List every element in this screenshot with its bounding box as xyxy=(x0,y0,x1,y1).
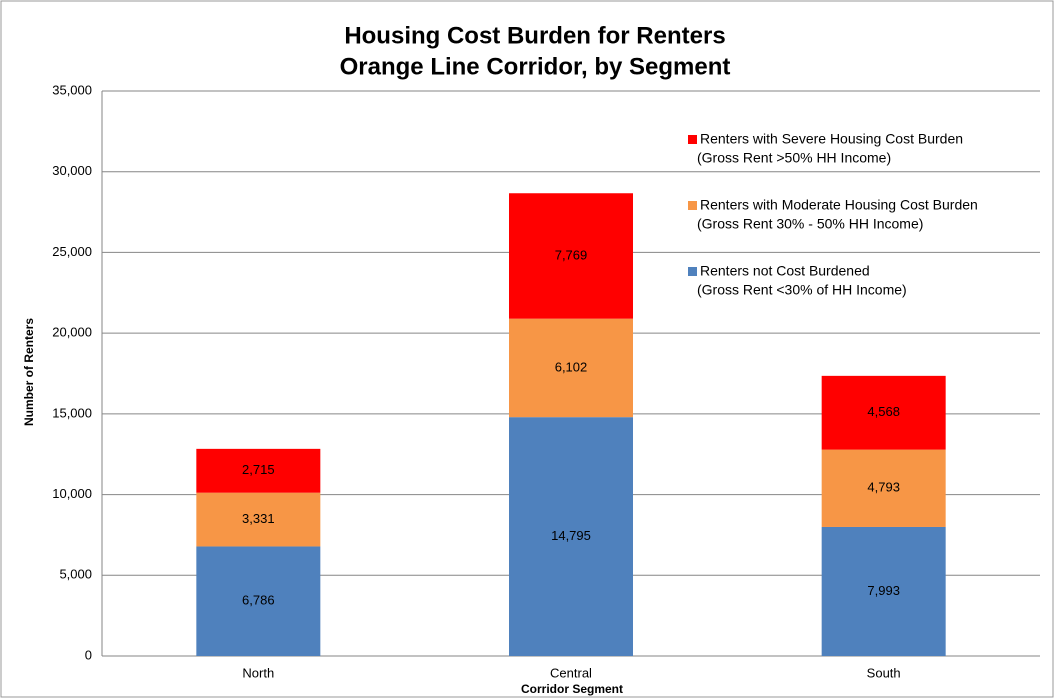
data-label: 3,331 xyxy=(242,511,275,526)
legend-note: (Gross Rent <30% of HH Income) xyxy=(697,282,907,298)
data-label: 6,786 xyxy=(242,593,275,608)
legend-label: Renters not Cost Burdened xyxy=(700,263,870,279)
data-label: 7,769 xyxy=(555,247,588,262)
legend-label: Renters with Moderate Housing Cost Burde… xyxy=(700,197,978,213)
x-tick-label: Central xyxy=(550,665,592,680)
bar-segment xyxy=(821,375,946,450)
x-tick-label: South xyxy=(867,665,901,680)
y-tick-label: 30,000 xyxy=(52,163,92,178)
data-label: 2,715 xyxy=(242,462,275,477)
bar-segment xyxy=(196,492,321,547)
x-axis-title: Corridor Segment xyxy=(521,682,623,696)
bar-segment xyxy=(509,193,633,319)
legend-swatch xyxy=(688,267,697,276)
data-label: 14,795 xyxy=(551,528,591,543)
y-tick-label: 35,000 xyxy=(52,82,92,97)
data-label: 6,102 xyxy=(555,359,588,374)
bar-segment xyxy=(821,449,946,527)
y-tick-label: 25,000 xyxy=(52,244,92,259)
bar-segment xyxy=(509,417,633,656)
y-axis-title: Number of Renters xyxy=(22,318,36,426)
bar-segment xyxy=(196,448,321,493)
legend-note: (Gross Rent >50% HH Income) xyxy=(697,150,891,166)
y-tick-label: 20,000 xyxy=(52,325,92,340)
chart-subtitle: Orange Line Corridor, by Segment xyxy=(340,53,731,80)
data-label: 4,568 xyxy=(867,404,900,419)
x-tick-label: North xyxy=(242,665,274,680)
data-label: 4,793 xyxy=(867,480,900,495)
bar-segment xyxy=(196,546,321,656)
legend-label: Renters with Severe Housing Cost Burden xyxy=(700,131,963,147)
legend-swatch xyxy=(688,201,697,210)
legend-note: (Gross Rent 30% - 50% HH Income) xyxy=(697,216,923,232)
y-tick-label: 0 xyxy=(85,647,92,662)
y-tick-label: 5,000 xyxy=(59,567,92,582)
chart-title: Housing Cost Burden for Renters xyxy=(344,22,725,49)
y-tick-label: 10,000 xyxy=(52,486,92,501)
bar-segment xyxy=(821,526,946,656)
y-tick-label: 15,000 xyxy=(52,405,92,420)
bar-segment xyxy=(509,318,633,418)
legend-swatch xyxy=(688,135,697,144)
data-label: 7,993 xyxy=(867,583,900,598)
